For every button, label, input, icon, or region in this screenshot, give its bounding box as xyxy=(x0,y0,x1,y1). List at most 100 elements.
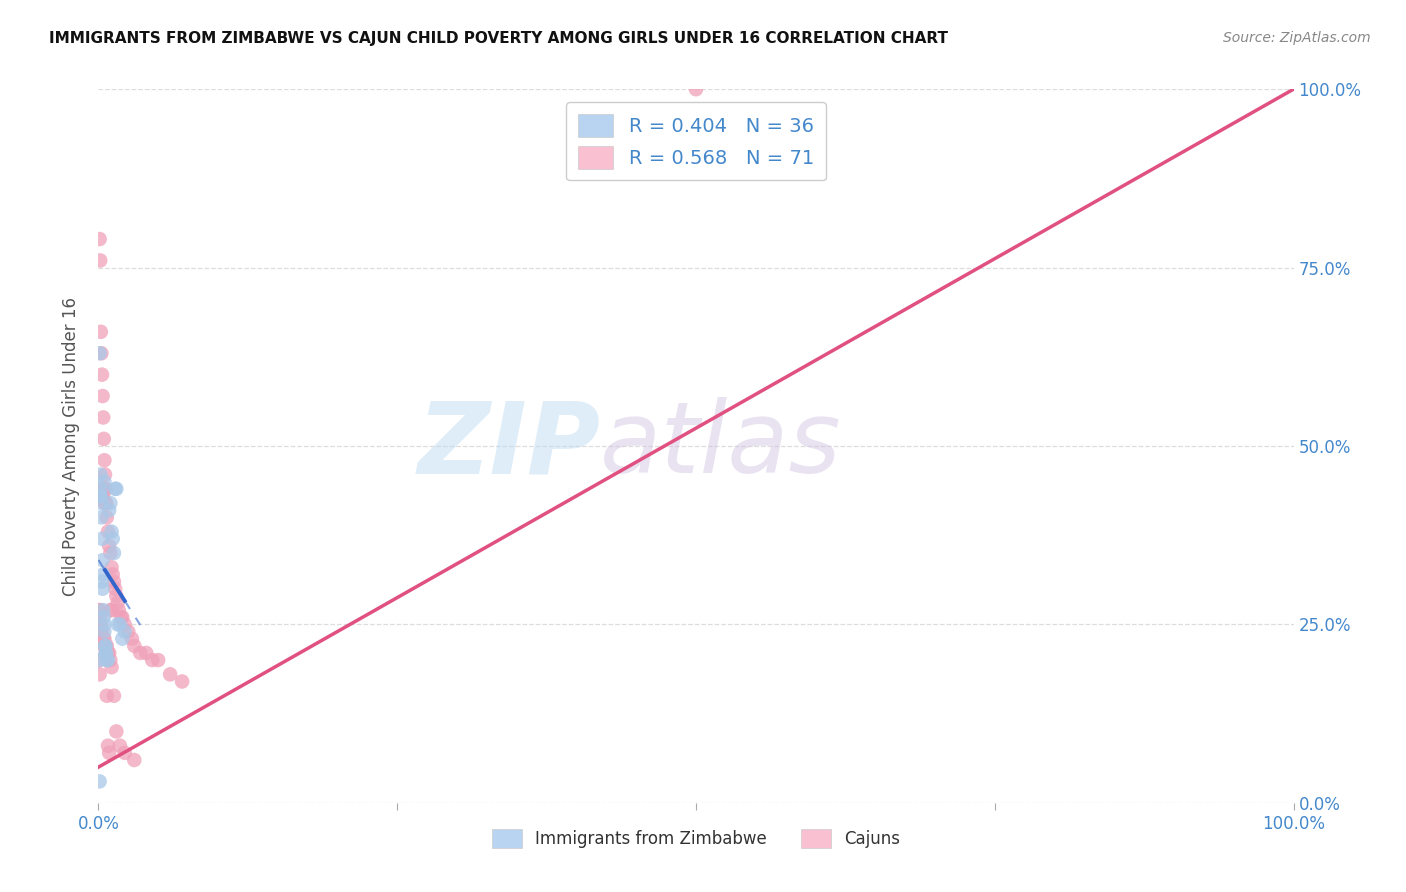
Point xyxy=(90,482,112,496)
Point xyxy=(100,603,122,617)
Point xyxy=(87,653,110,667)
Point xyxy=(124,639,146,653)
Point xyxy=(89,617,111,632)
Point xyxy=(101,567,124,582)
Point xyxy=(96,653,118,667)
Point xyxy=(89,346,111,360)
Point xyxy=(105,724,128,739)
Point xyxy=(110,610,132,624)
Point xyxy=(90,496,112,510)
Point xyxy=(90,489,112,503)
Point xyxy=(90,482,112,496)
Point xyxy=(103,546,125,560)
Point xyxy=(96,689,118,703)
Point xyxy=(96,496,118,510)
Point xyxy=(94,646,117,660)
Point xyxy=(103,574,125,589)
Point xyxy=(93,482,115,496)
Point xyxy=(93,432,115,446)
Point xyxy=(98,503,121,517)
Point xyxy=(90,510,112,524)
Point xyxy=(89,774,111,789)
Point xyxy=(98,603,122,617)
Point xyxy=(685,82,707,96)
Point xyxy=(97,653,120,667)
Point xyxy=(97,524,120,539)
Y-axis label: Child Poverty Among Girls Under 16: Child Poverty Among Girls Under 16 xyxy=(62,296,80,596)
Point xyxy=(87,603,110,617)
Point xyxy=(90,346,112,360)
Point xyxy=(91,603,114,617)
Point xyxy=(93,632,115,646)
Point xyxy=(93,639,115,653)
Point xyxy=(91,624,114,639)
Point xyxy=(93,610,115,624)
Point xyxy=(89,489,111,503)
Point xyxy=(97,739,120,753)
Point xyxy=(94,467,117,482)
Point xyxy=(89,253,111,268)
Point xyxy=(91,410,114,425)
Point xyxy=(93,617,115,632)
Point xyxy=(94,639,117,653)
Point xyxy=(107,603,129,617)
Point xyxy=(121,632,143,646)
Point xyxy=(96,639,118,653)
Point xyxy=(91,574,114,589)
Point xyxy=(97,646,120,660)
Point xyxy=(159,667,181,681)
Point xyxy=(94,639,117,653)
Point xyxy=(93,624,115,639)
Point xyxy=(91,532,114,546)
Point xyxy=(111,632,134,646)
Point xyxy=(94,639,117,653)
Point xyxy=(93,453,115,467)
Point xyxy=(135,646,157,660)
Point xyxy=(101,532,124,546)
Point xyxy=(89,667,111,681)
Point xyxy=(89,232,111,246)
Point xyxy=(111,610,134,624)
Point xyxy=(98,496,122,510)
Point xyxy=(91,582,114,596)
Point xyxy=(91,489,114,503)
Point xyxy=(96,646,118,660)
Point xyxy=(98,746,121,760)
Point xyxy=(98,539,121,553)
Point xyxy=(98,646,121,660)
Point xyxy=(104,582,127,596)
Legend: Immigrants from Zimbabwe, Cajuns: Immigrants from Zimbabwe, Cajuns xyxy=(485,822,907,855)
Point xyxy=(89,653,111,667)
Point xyxy=(96,510,118,524)
Point xyxy=(104,482,127,496)
Point xyxy=(90,325,112,339)
Text: IMMIGRANTS FROM ZIMBABWE VS CAJUN CHILD POVERTY AMONG GIRLS UNDER 16 CORRELATION: IMMIGRANTS FROM ZIMBABWE VS CAJUN CHILD … xyxy=(49,31,948,46)
Point xyxy=(91,567,114,582)
Point xyxy=(98,653,122,667)
Point xyxy=(90,624,112,639)
Point xyxy=(105,482,128,496)
Point xyxy=(89,467,111,482)
Point xyxy=(117,624,139,639)
Point xyxy=(94,496,117,510)
Point xyxy=(114,746,136,760)
Point xyxy=(89,603,111,617)
Point xyxy=(141,653,163,667)
Point xyxy=(91,489,114,503)
Point xyxy=(91,553,114,567)
Point xyxy=(94,482,117,496)
Point xyxy=(91,389,114,403)
Text: ZIP: ZIP xyxy=(418,398,600,494)
Point xyxy=(105,589,128,603)
Point xyxy=(90,617,112,632)
Point xyxy=(114,617,136,632)
Point xyxy=(100,524,122,539)
Point xyxy=(91,482,114,496)
Point xyxy=(93,475,115,489)
Point xyxy=(148,653,170,667)
Point xyxy=(91,368,114,382)
Point xyxy=(89,610,111,624)
Point xyxy=(172,674,194,689)
Point xyxy=(108,739,131,753)
Point xyxy=(91,632,114,646)
